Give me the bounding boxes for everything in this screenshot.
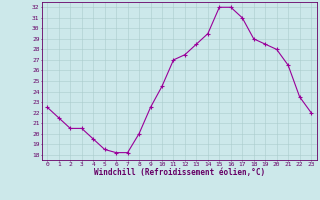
X-axis label: Windchill (Refroidissement éolien,°C): Windchill (Refroidissement éolien,°C) (94, 168, 265, 177)
